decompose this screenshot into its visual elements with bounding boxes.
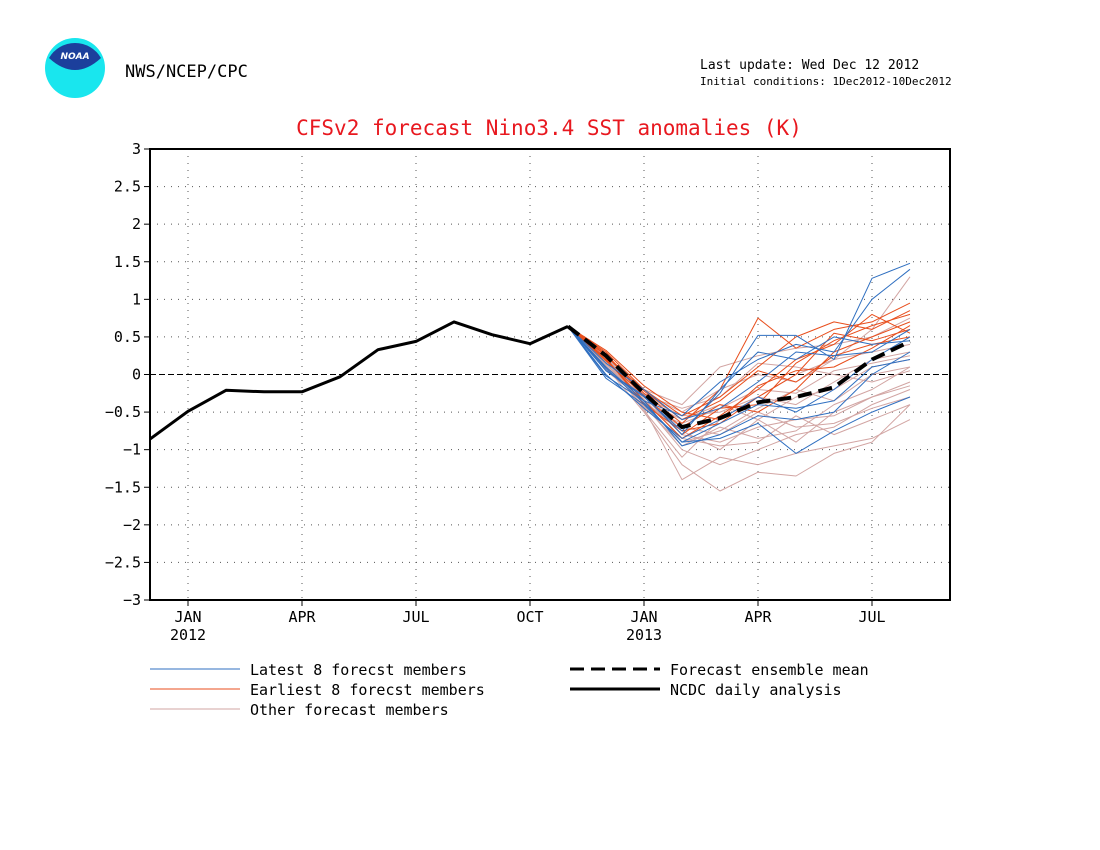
x-tick-label: APR — [288, 608, 316, 626]
y-tick-label: 2.5 — [114, 178, 141, 196]
x-tick-label: JAN — [174, 608, 201, 626]
legend-item-analysis: NCDC daily analysis — [570, 681, 842, 699]
y-tick-label: 2 — [132, 215, 141, 233]
x-year-label: 2013 — [626, 626, 662, 644]
x-tick-label: APR — [744, 608, 772, 626]
y-tick-label: −2.5 — [105, 553, 141, 571]
y-tick-label: 1.5 — [114, 253, 141, 271]
latest-member-line — [567, 326, 911, 443]
last-update-text: Last update: Wed Dec 12 2012 — [700, 58, 919, 73]
legend-label-other: Other forecast members — [250, 701, 449, 719]
legend-label-latest: Latest 8 forecst members — [250, 661, 467, 679]
plot-grid — [150, 149, 950, 600]
earliest-member-line — [567, 313, 911, 436]
x-tick-label: JUL — [402, 608, 429, 626]
analysis-line — [149, 320, 569, 441]
noaa-logo: NOAA — [45, 38, 105, 98]
initial-conditions-text: Initial conditions: 1Dec2012-10Dec2012 — [700, 75, 952, 88]
latest-member-line — [567, 326, 911, 436]
y-tick-label: −3 — [123, 591, 141, 609]
legend: Latest 8 forecst members Earliest 8 forec… — [150, 661, 869, 719]
plot-frame — [149, 148, 951, 601]
y-tick-label: −1 — [123, 441, 141, 459]
y-tick-label: 1 — [132, 290, 141, 308]
agency-label: NWS/NCEP/CPC — [125, 62, 248, 82]
noaa-logo-text: NOAA — [60, 52, 89, 62]
ensemble-mean-line — [566, 324, 911, 430]
y-tick-label: 0.5 — [114, 328, 141, 346]
legend-label-mean: Forecast ensemble mean — [670, 661, 869, 679]
latest-member-line — [567, 262, 911, 432]
other-member-line — [567, 326, 911, 458]
legend-item-latest: Latest 8 forecst members — [150, 661, 467, 679]
latest-member-line — [567, 326, 911, 447]
legend-item-earliest: Earliest 8 forecst members — [150, 681, 485, 699]
legend-item-other: Other forecast members — [150, 701, 449, 719]
y-tick-label: −1.5 — [105, 478, 141, 496]
earliest-member-line — [567, 325, 911, 421]
x-tick-label: JUL — [858, 608, 885, 626]
x-year-label: 2012 — [170, 626, 206, 644]
other-member-line — [567, 326, 911, 492]
plot-series — [149, 262, 911, 492]
legend-item-mean: Forecast ensemble mean — [570, 661, 869, 679]
x-tick-label: OCT — [516, 608, 543, 626]
x-tick-label: JAN — [630, 608, 657, 626]
y-tick-label: 3 — [132, 140, 141, 158]
legend-label-earliest: Earliest 8 forecst members — [250, 681, 485, 699]
y-axis: −3 −2.5 −2 −1.5 −1 −0.5 0 0.5 1 1.5 2 2.5 3 — [105, 140, 150, 609]
chart-title: CFSv2 forecast Nino3.4 SST anomalies (K) — [296, 116, 802, 140]
y-tick-label: −2 — [123, 516, 141, 534]
y-tick-label: 0 — [132, 366, 141, 384]
other-member-line — [567, 326, 911, 451]
y-tick-label: −0.5 — [105, 403, 141, 421]
legend-label-analysis: NCDC daily analysis — [670, 681, 842, 699]
other-member-line — [567, 326, 911, 424]
